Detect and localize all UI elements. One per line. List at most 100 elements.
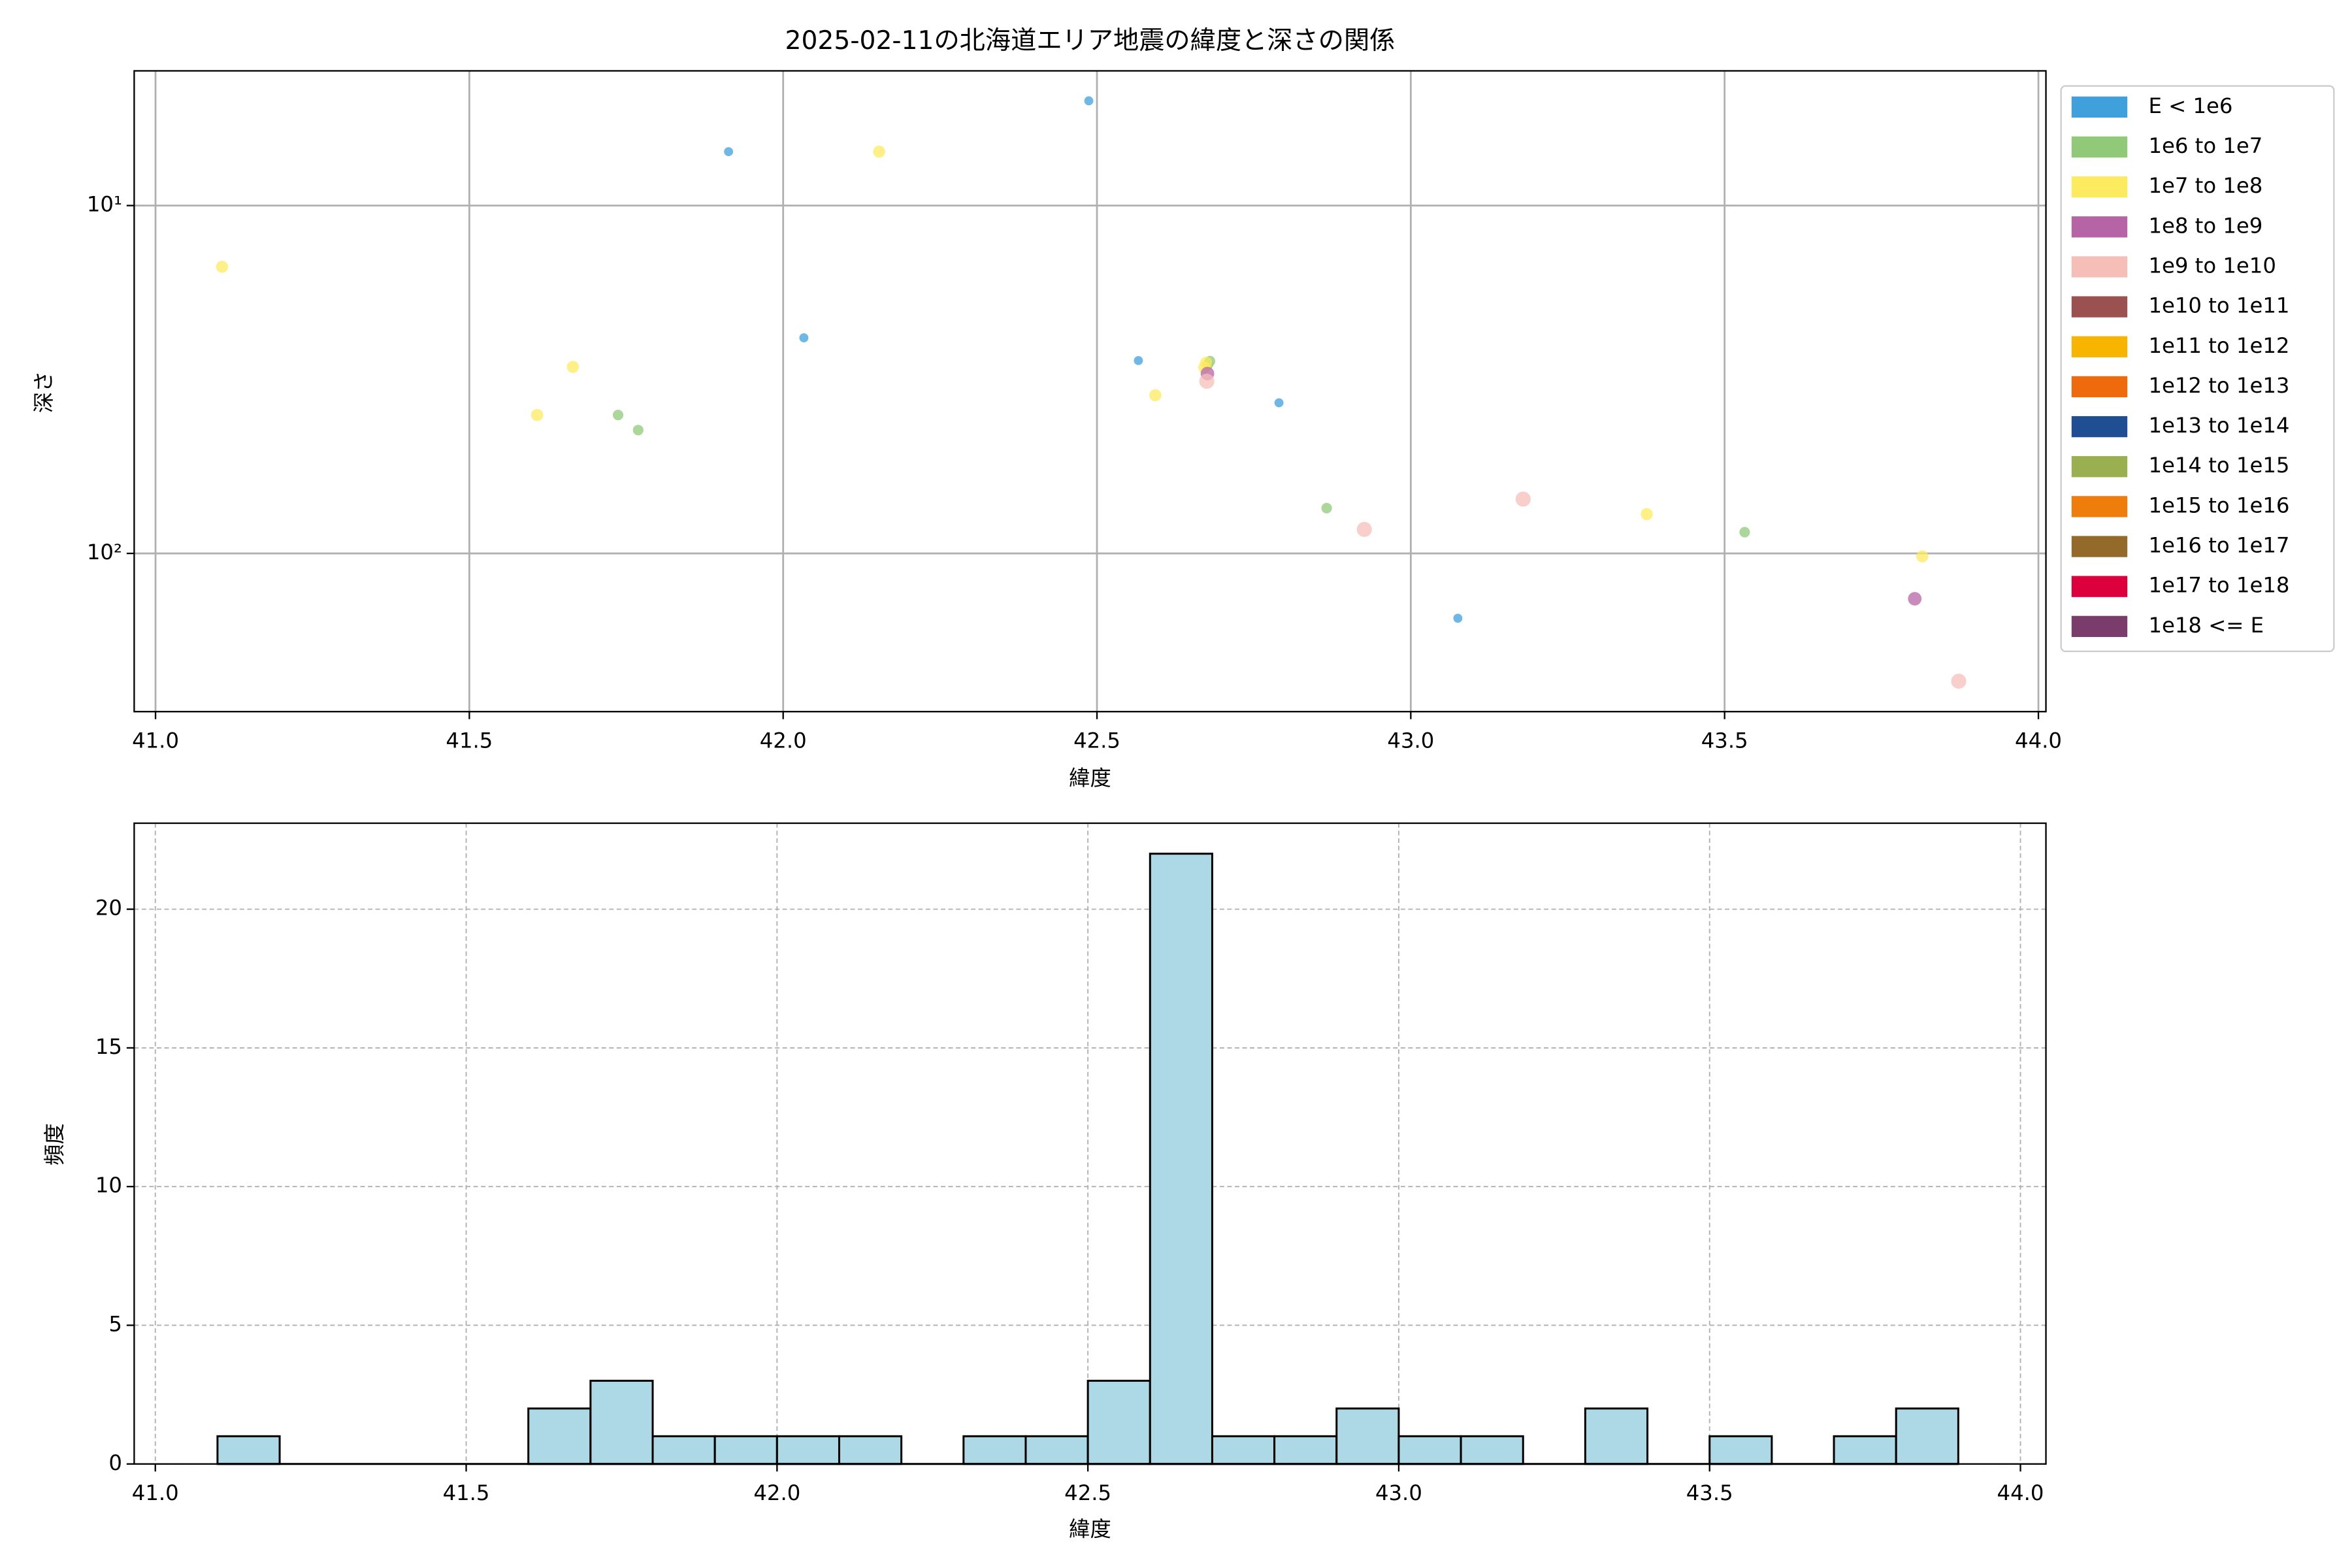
point bbox=[1356, 521, 1372, 537]
legend-swatch bbox=[2071, 96, 2128, 118]
point bbox=[1199, 374, 1215, 389]
bar bbox=[1460, 1435, 1524, 1465]
point bbox=[1274, 398, 1284, 408]
bar bbox=[776, 1435, 840, 1465]
x-tick-label: 41.5 bbox=[446, 728, 493, 753]
y-tick-label: 10 bbox=[95, 1173, 122, 1198]
point bbox=[1453, 613, 1463, 623]
y-tick-label: 5 bbox=[108, 1311, 122, 1336]
legend-swatch bbox=[2071, 576, 2128, 597]
legend-label: 1e9 to 1e10 bbox=[2148, 253, 2276, 278]
legend-swatch bbox=[2071, 496, 2128, 517]
x-tick-label: 41.5 bbox=[443, 1480, 490, 1505]
point bbox=[724, 147, 734, 157]
plot-frame bbox=[133, 822, 2047, 1465]
x-tick-label: 43.0 bbox=[1375, 1480, 1422, 1505]
legend-label: 1e16 to 1e17 bbox=[2148, 533, 2289, 558]
legend-swatch bbox=[2071, 376, 2128, 398]
plot-area bbox=[134, 71, 2046, 712]
legend-box bbox=[2060, 85, 2335, 653]
bar bbox=[1895, 1407, 1959, 1465]
x-tick-label: 42.0 bbox=[760, 728, 807, 753]
bar bbox=[1397, 1435, 1462, 1465]
point bbox=[612, 410, 624, 421]
bar bbox=[962, 1435, 1027, 1465]
bar bbox=[1833, 1435, 1897, 1465]
y-tick-label: 0 bbox=[108, 1450, 122, 1475]
point bbox=[566, 361, 580, 373]
point bbox=[799, 333, 809, 342]
point bbox=[531, 408, 544, 421]
legend-label: 1e18 <= E bbox=[2148, 613, 2264, 638]
x-tick-label: 42.5 bbox=[1064, 1480, 1111, 1505]
x-tick-label: 41.0 bbox=[132, 1480, 179, 1505]
x-tick-label: 42.0 bbox=[753, 1480, 800, 1505]
legend-swatch bbox=[2071, 176, 2128, 198]
legend-label: E < 1e6 bbox=[2148, 93, 2232, 118]
legend-label: 1e12 to 1e13 bbox=[2148, 373, 2289, 398]
legend-swatch bbox=[2071, 416, 2128, 438]
x-tick-label: 42.5 bbox=[1073, 728, 1120, 753]
x-tick-label: 43.0 bbox=[1387, 728, 1434, 753]
point bbox=[216, 261, 229, 273]
point bbox=[1084, 96, 1094, 106]
x-axis-label: 緯度 bbox=[1069, 766, 1111, 791]
x-tick-label: 41.0 bbox=[132, 728, 179, 753]
point bbox=[1200, 356, 1213, 369]
legend-label: 1e11 to 1e12 bbox=[2148, 333, 2289, 358]
y-axis-label: 深さ bbox=[31, 371, 56, 414]
bar bbox=[527, 1407, 592, 1465]
bar bbox=[589, 1379, 654, 1465]
bar bbox=[838, 1435, 903, 1465]
bar bbox=[1024, 1435, 1089, 1465]
legend-swatch bbox=[2071, 256, 2128, 278]
y-tick-label: 15 bbox=[95, 1034, 122, 1059]
legend-label: 1e14 to 1e15 bbox=[2148, 453, 2289, 478]
y-tick-label: 10² bbox=[87, 540, 122, 564]
legend-label: 1e17 to 1e18 bbox=[2148, 573, 2289, 598]
legend-swatch bbox=[2071, 615, 2128, 637]
point bbox=[1321, 502, 1332, 514]
legend-label: 1e15 to 1e16 bbox=[2148, 493, 2289, 517]
point bbox=[1641, 508, 1653, 521]
bar bbox=[1273, 1435, 1338, 1465]
y-axis-label: 頻度 bbox=[42, 1123, 67, 1166]
y-tick-label: 20 bbox=[95, 896, 122, 921]
legend-swatch bbox=[2071, 536, 2128, 557]
x-tick-label: 44.0 bbox=[1997, 1480, 2044, 1505]
y-tick-label: 10¹ bbox=[87, 192, 122, 217]
bar bbox=[651, 1435, 716, 1465]
point bbox=[1908, 592, 1922, 606]
legend-swatch bbox=[2071, 296, 2128, 318]
legend-label: 1e7 to 1e8 bbox=[2148, 173, 2262, 198]
legend-swatch bbox=[2071, 456, 2128, 478]
bar bbox=[1211, 1435, 1276, 1465]
point bbox=[1134, 355, 1143, 365]
chart-title: 2025-02-11の北海道エリア地震の緯度と深さの関係 bbox=[785, 26, 1396, 56]
point bbox=[873, 145, 885, 158]
bar bbox=[1149, 853, 1213, 1465]
bar bbox=[1086, 1379, 1151, 1465]
x-tick-label: 44.0 bbox=[2015, 728, 2062, 753]
x-axis-label: 緯度 bbox=[1069, 1516, 1111, 1541]
point bbox=[632, 425, 644, 436]
point bbox=[1149, 389, 1162, 402]
plot-area bbox=[134, 823, 2046, 1464]
point bbox=[1515, 491, 1531, 507]
bar bbox=[1335, 1407, 1400, 1465]
bar bbox=[713, 1435, 778, 1465]
bar bbox=[216, 1435, 281, 1465]
legend-label: 1e10 to 1e11 bbox=[2148, 293, 2289, 318]
x-tick-label: 43.5 bbox=[1686, 1480, 1733, 1505]
legend-label: 1e8 to 1e9 bbox=[2148, 213, 2262, 238]
legend-label: 1e13 to 1e14 bbox=[2148, 413, 2289, 438]
point bbox=[1916, 550, 1929, 563]
bar bbox=[1708, 1435, 1773, 1465]
plot-frame bbox=[133, 70, 2047, 713]
legend-swatch bbox=[2071, 216, 2128, 238]
legend-swatch bbox=[2071, 136, 2128, 158]
point bbox=[1739, 527, 1750, 538]
bar bbox=[1584, 1407, 1649, 1465]
legend-swatch bbox=[2071, 336, 2128, 357]
